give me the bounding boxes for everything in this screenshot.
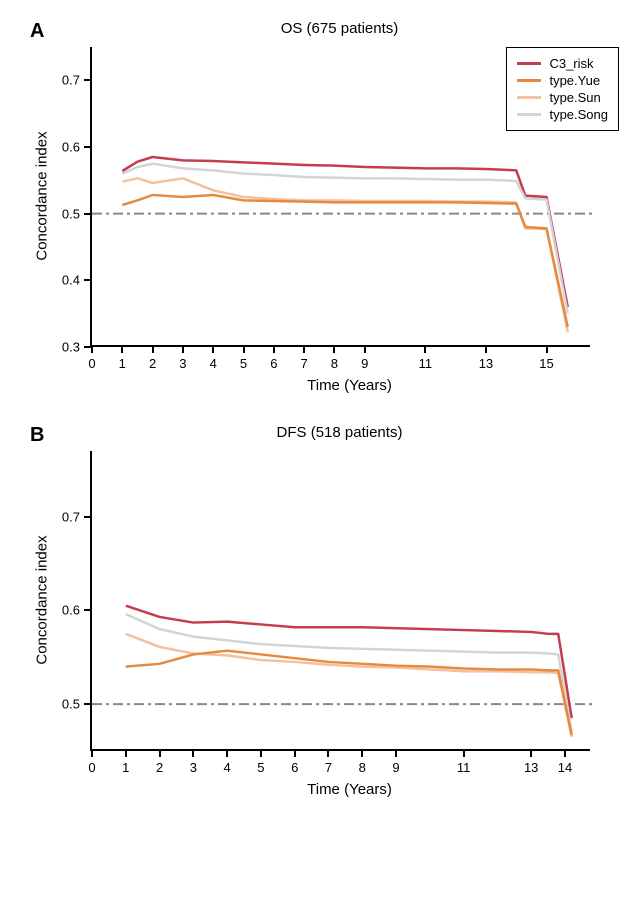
x-tick-label: 0 (88, 760, 95, 775)
panel-a-label: A (30, 20, 44, 43)
y-tick (84, 279, 92, 281)
x-tick-label: 5 (257, 760, 264, 775)
x-tick-label: 15 (539, 356, 553, 371)
legend-label: type.Song (549, 107, 608, 122)
legend-swatch (517, 113, 541, 116)
x-tick-label: 5 (240, 356, 247, 371)
panel-b: B DFS (518 patients) Concordance index 0… (30, 424, 609, 798)
x-tick-label: 11 (419, 356, 433, 371)
series-line (126, 651, 572, 735)
y-tick (84, 703, 92, 705)
x-tick-label: 6 (270, 356, 277, 371)
panel-b-chart-area: Concordance index 0.50.60.70123456789111… (90, 451, 609, 798)
y-tick (84, 609, 92, 611)
y-tick-label: 0.4 (52, 273, 80, 288)
legend-label: type.Sun (549, 90, 600, 105)
x-tick-label: 14 (558, 760, 572, 775)
series-line (122, 164, 567, 314)
panel-b-ylabel: Concordance index (34, 535, 51, 664)
legend: C3_risk type.Yue type.Sun type.Song (506, 47, 619, 131)
legend-label: C3_risk (549, 56, 593, 71)
x-tick-label: 1 (119, 356, 126, 371)
series-line (122, 195, 567, 327)
x-tick-label: 13 (524, 760, 538, 775)
x-tick-label: 2 (156, 760, 163, 775)
legend-swatch (517, 96, 541, 99)
legend-item: C3_risk (517, 56, 608, 71)
x-tick-label: 4 (224, 760, 231, 775)
x-tick-label: 1 (122, 760, 129, 775)
y-tick-label: 0.6 (52, 603, 80, 618)
panel-a-title: OS (675 patients) (70, 20, 609, 37)
x-tick-label: 2 (149, 356, 156, 371)
y-tick (84, 516, 92, 518)
x-tick-label: 7 (300, 356, 307, 371)
y-tick-label: 0.7 (52, 73, 80, 88)
panel-b-label: B (30, 424, 44, 447)
x-tick-label: 9 (392, 760, 399, 775)
y-tick-label: 0.6 (52, 140, 80, 155)
legend-label: type.Yue (549, 73, 600, 88)
x-tick-label: 11 (457, 760, 471, 775)
y-tick (84, 79, 92, 81)
x-tick-label: 7 (325, 760, 332, 775)
x-tick-label: 3 (190, 760, 197, 775)
panel-b-plot: Concordance index 0.50.60.70123456789111… (90, 451, 590, 751)
panel-a-chart-area: C3_risktype.Yuetype.Suntype.Song Concord… (90, 47, 609, 394)
panel-a-xlabel: Time (Years) (90, 377, 609, 394)
x-tick-label: 9 (361, 356, 368, 371)
y-tick-label: 0.3 (52, 340, 80, 355)
panel-b-title: DFS (518 patients) (70, 424, 609, 441)
panel-a: A OS (675 patients) C3_risk type.Yue type.… (30, 20, 609, 394)
chart-lines (92, 451, 592, 751)
legend-swatch (517, 79, 541, 82)
y-tick-label: 0.5 (52, 697, 80, 712)
legend-item: type.Yue (517, 73, 608, 88)
x-tick-label: 4 (210, 356, 217, 371)
x-tick-label: 3 (179, 356, 186, 371)
y-tick (84, 213, 92, 215)
y-tick-label: 0.5 (52, 206, 80, 221)
x-tick-label: 0 (88, 356, 95, 371)
x-tick-label: 8 (359, 760, 366, 775)
y-tick (84, 146, 92, 148)
legend-item: type.Sun (517, 90, 608, 105)
legend-swatch (517, 62, 541, 65)
panel-a-ylabel: Concordance index (34, 131, 51, 260)
x-tick-label: 13 (479, 356, 493, 371)
x-tick-label: 8 (331, 356, 338, 371)
panel-b-xlabel: Time (Years) (90, 781, 609, 798)
legend-item: type.Song (517, 107, 608, 122)
x-tick-label: 6 (291, 760, 298, 775)
figure-container: A OS (675 patients) C3_risk type.Yue type.… (0, 0, 639, 848)
y-tick-label: 0.7 (52, 509, 80, 524)
